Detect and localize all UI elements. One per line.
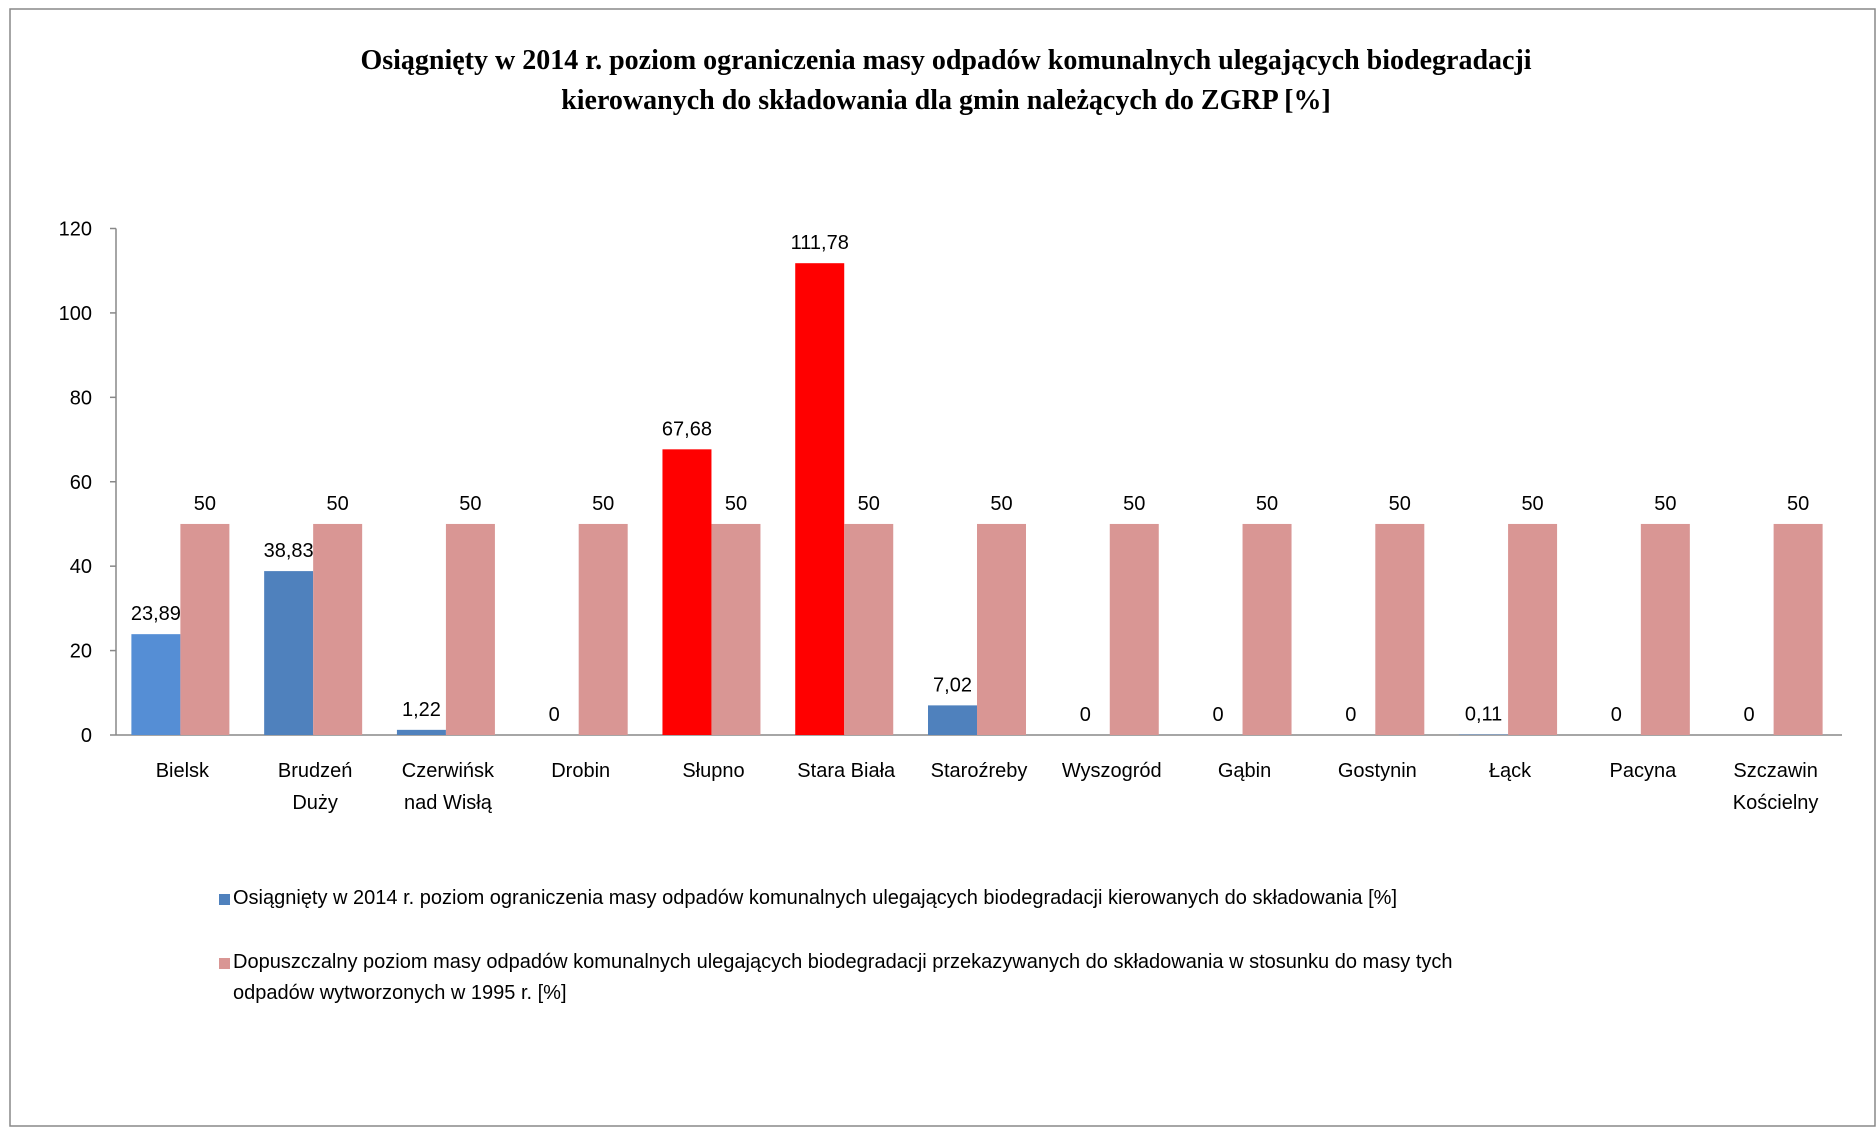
- bar: [1640, 523, 1690, 735]
- bar: [844, 523, 894, 735]
- bar: [578, 523, 628, 735]
- bar: [977, 523, 1026, 735]
- bar: [662, 449, 712, 735]
- x-tick-label: Łąck: [1489, 760, 1532, 782]
- bar: [1109, 523, 1159, 735]
- data-label: 0: [1080, 704, 1091, 726]
- bar: [131, 634, 181, 735]
- bar: [928, 705, 977, 735]
- data-label: 0: [1345, 704, 1356, 726]
- data-label: 50: [1389, 493, 1411, 515]
- x-tick-label: Gąbin: [1218, 760, 1271, 782]
- y-tick-label: 60: [70, 472, 92, 494]
- y-tick-label: 80: [70, 387, 92, 409]
- x-tick-label: Brudzeń Duży: [278, 760, 353, 814]
- bar: [264, 571, 314, 735]
- x-tick-label: Pacyna: [1609, 760, 1677, 782]
- x-tick-label: Czerwińsk nad Wisłą: [402, 760, 495, 814]
- data-label: 0: [1212, 704, 1223, 726]
- x-tick-label: Bielsk: [156, 760, 210, 782]
- legend-swatch: [219, 958, 230, 969]
- data-label: 50: [194, 493, 216, 515]
- y-tick-label: 100: [59, 303, 92, 325]
- data-label: 50: [1256, 493, 1278, 515]
- data-label: 0: [1744, 704, 1755, 726]
- data-label: 50: [327, 493, 349, 515]
- data-label: 50: [990, 493, 1012, 515]
- data-label: 1,22: [402, 699, 441, 721]
- bar: [180, 523, 230, 735]
- x-tick-label: Staroźreby: [931, 760, 1028, 782]
- data-label: 50: [1787, 493, 1809, 515]
- data-label: 50: [1123, 493, 1145, 515]
- x-tick-label: Stara Biała: [797, 760, 896, 782]
- data-label: 111,78: [791, 232, 849, 254]
- bar: [795, 263, 845, 735]
- x-tick-label: Drobin: [551, 760, 610, 782]
- data-label: 50: [1654, 493, 1676, 515]
- data-label: 50: [725, 493, 747, 515]
- chart-title: Osiągnięty w 2014 r. poziom ograniczenia…: [360, 45, 1531, 116]
- data-label: 38,83: [264, 540, 314, 562]
- data-label: 50: [459, 493, 481, 515]
- data-label: 23,89: [131, 603, 181, 625]
- bar: [396, 729, 446, 735]
- data-label: 0: [549, 704, 560, 726]
- y-tick-label: 20: [70, 641, 92, 663]
- data-label: 67,68: [662, 418, 712, 440]
- legend-label: Osiągnięty w 2014 r. poziom ograniczenia…: [233, 887, 1397, 909]
- data-label: 0: [1611, 704, 1622, 726]
- bar: [313, 523, 363, 735]
- x-tick-label: Szczawin Kościelny: [1733, 760, 1819, 814]
- bar: [445, 523, 495, 735]
- y-tick-label: 0: [81, 725, 92, 747]
- data-label: 50: [1521, 493, 1543, 515]
- data-label: 50: [858, 493, 880, 515]
- data-label: 0,11: [1465, 704, 1502, 726]
- data-label: 50: [592, 493, 614, 515]
- x-tick-label: Słupno: [682, 760, 744, 782]
- bar: [1242, 523, 1292, 735]
- legend-label: Dopuszczalny poziom masy odpadów komunal…: [233, 951, 1453, 1004]
- bar: [711, 523, 761, 735]
- x-tick-label: Gostynin: [1338, 760, 1417, 782]
- data-label: 7,02: [933, 674, 972, 696]
- bar: [1508, 523, 1558, 735]
- bar: [1773, 523, 1823, 735]
- bar: [1375, 523, 1425, 735]
- y-tick-label: 40: [70, 556, 92, 578]
- y-tick-label: 120: [59, 219, 92, 241]
- legend-swatch: [219, 894, 230, 905]
- x-tick-label: Wyszogród: [1062, 760, 1162, 782]
